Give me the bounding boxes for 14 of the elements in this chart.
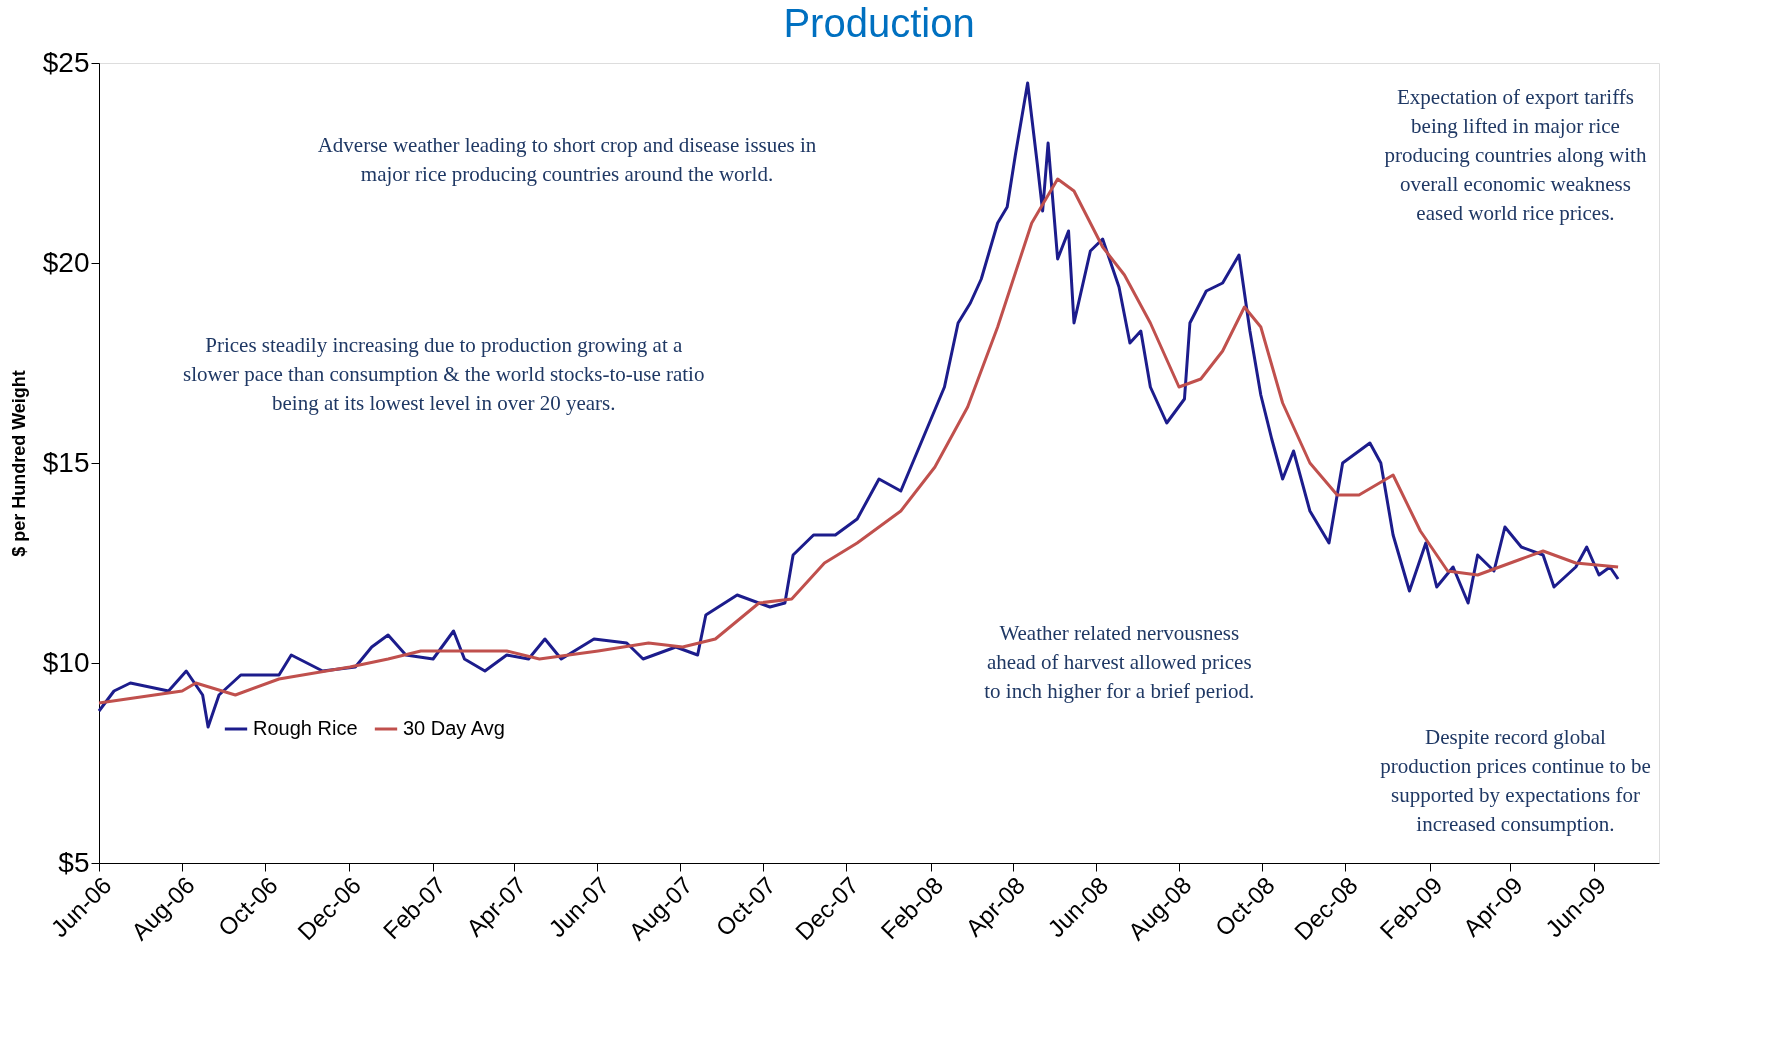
annotation: Prices steadily increasing due to production growing at a slower pace than consumption & the world stocks-to-use ratio being at its lowest level in over 20 years. bbox=[183, 333, 705, 415]
annotation: Despite record global production prices continue to be supported by expectations for increased consumption. bbox=[1380, 725, 1651, 836]
y-tick-label: $5 bbox=[58, 846, 90, 878]
y-tick-label: $25 bbox=[42, 46, 90, 78]
annotation: Weather related nervousness ahead of harvest allowed prices to inch higher for a brief period. bbox=[984, 621, 1255, 703]
annotation: Expectation of export tariffs being lifted in major rice producing countries along with overall economic weakness eased world rice prices. bbox=[1384, 85, 1647, 225]
chart-title: Production bbox=[783, 1, 975, 45]
y-axis-title: $ per Hundred Weight bbox=[8, 370, 29, 557]
legend-label: 30 Day Avg bbox=[403, 717, 505, 739]
y-tick-label: $20 bbox=[42, 246, 90, 278]
annotation: Adverse weather leading to short crop and disease issues in major rice producing countries around the world. bbox=[317, 133, 817, 186]
y-tick-label: $10 bbox=[42, 646, 90, 678]
legend-label: Rough Rice bbox=[253, 717, 358, 739]
y-tick-label: $15 bbox=[42, 446, 90, 478]
